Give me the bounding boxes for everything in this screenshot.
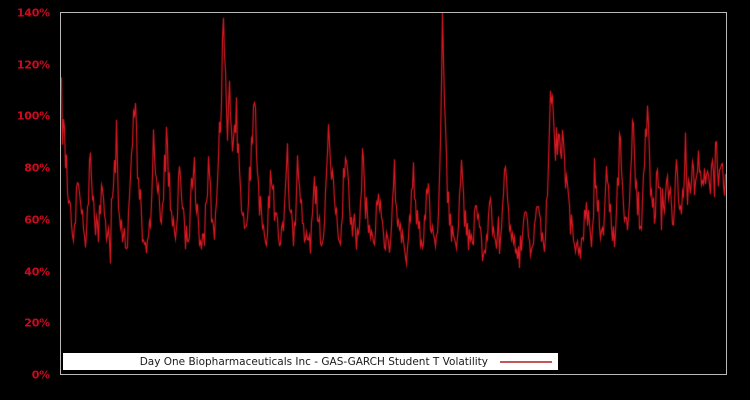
y-tick-label-100: 100% [16, 109, 50, 123]
y-tick-label-140: 140% [16, 6, 50, 20]
legend-line-swatch [500, 360, 552, 363]
y-tick-label-60: 60% [24, 213, 50, 227]
y-tick-label-80: 80% [24, 161, 50, 175]
y-tick-label-40: 40% [24, 265, 50, 279]
y-axis: 140% 120% 100% 80% 60% 40% 20% 0% [0, 0, 58, 400]
plot-area [60, 12, 727, 375]
y-tick-label-20: 20% [24, 316, 50, 330]
chart-legend: Day One Biopharmaceuticals Inc - GAS-GAR… [63, 353, 558, 370]
legend-label: Day One Biopharmaceuticals Inc - GAS-GAR… [139, 355, 488, 368]
y-tick-label-0: 0% [31, 368, 50, 382]
y-tick-label-120: 120% [16, 58, 50, 72]
volatility-series-line [61, 13, 726, 374]
